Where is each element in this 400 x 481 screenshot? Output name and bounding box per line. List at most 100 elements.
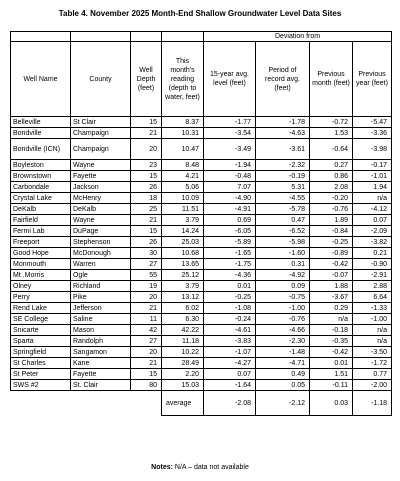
cell-prev-month: -0.84: [309, 225, 353, 237]
cell-prev-year: -0.90: [351, 258, 393, 270]
cell-15yr-avg: -4.61: [203, 324, 256, 336]
cell-prev-month: 1.51: [309, 368, 353, 380]
cell-reading: 2.20: [161, 368, 204, 380]
cell-prev-year: 1.94: [351, 181, 393, 193]
cell-reading: 42.22: [161, 324, 204, 336]
cell-prev-year: -3.50: [351, 346, 393, 358]
cell-prev-year: -5.47: [351, 116, 393, 128]
table-row: Fairfield Wayne 21 3.79 0.69 0.47 1.89 0.07: [10, 214, 393, 226]
table-row: Brownstown Fayette 15 4.21 -0.48 -0.19 0.86 -1.…: [10, 170, 393, 182]
cell-prev-month: -0.11: [309, 379, 353, 391]
cell-county: Ogle: [70, 269, 131, 281]
groundwater-table: Deviation from Well Name County Well Dep…: [10, 31, 393, 416]
cell-period-avg: 0.05: [255, 379, 310, 391]
cell-15yr-avg: -1.07: [203, 346, 256, 358]
cell-15yr-avg: 0.07: [203, 368, 256, 380]
col-header-prev-month: Previous month (feet): [309, 41, 353, 117]
cell-well-name: SWS #2: [10, 379, 71, 391]
cell-prev-month: -0.64: [309, 138, 353, 160]
cell-county: DuPage: [70, 225, 131, 237]
cell-reading: 11.18: [161, 335, 204, 347]
cell-15yr-avg: -4.36: [203, 269, 256, 281]
cell-period-avg: -4.66: [255, 324, 310, 336]
cell-15yr-avg: -0.48: [203, 170, 256, 182]
cell-well-name: Rend Lake: [10, 302, 71, 314]
cell-well-name: St Peter: [10, 368, 71, 380]
cell-county: Wayne: [70, 214, 131, 226]
cell-well-name: Mt .Morris: [10, 269, 71, 281]
cell-county: Warren: [70, 258, 131, 270]
cell-period-avg: 0.31: [255, 258, 310, 270]
cell-prev-year: -3.36: [351, 127, 393, 139]
table-row: Monmouth Warren 27 13.65 -1.75 0.31 -0.42 -0.90: [10, 258, 393, 270]
table-row: DeKalb DeKalb 25 11.51 -4.91 -5.78 -0.76 -4.12: [10, 203, 393, 215]
table-row: SWS #2 St. Clair 80 15.03 -1.64 0.05 -0.11 -2.0…: [10, 379, 393, 391]
cell-period-avg: -5.98: [255, 236, 310, 248]
cell-well-depth: 27: [130, 335, 162, 347]
cell-county: Champaign: [70, 127, 131, 139]
cell-period-avg: -4.92: [255, 269, 310, 281]
cell-prev-month: -0.42: [309, 258, 353, 270]
cell-15yr-avg: -1.64: [203, 379, 256, 391]
cell-15yr-avg: -5.89: [203, 236, 256, 248]
cell-period-avg: -1.48: [255, 346, 310, 358]
cell-reading: 13.12: [161, 291, 204, 303]
cell-well-name: Freeport: [10, 236, 71, 248]
cell-prev-month: 0.86: [309, 170, 353, 182]
cell-reading: 6.30: [161, 313, 204, 325]
cell-well-depth: 30: [130, 247, 162, 259]
cell-reading: 6.02: [161, 302, 204, 314]
cell-well-name: Springfield: [10, 346, 71, 358]
cell-reading: 15.03: [161, 379, 204, 391]
cell-well-name: Belleville: [10, 116, 71, 128]
cell-period-avg: -2.32: [255, 159, 310, 171]
header-blank: [130, 31, 162, 42]
cell-well-depth: 42: [130, 324, 162, 336]
cell-prev-year: 0.21: [351, 247, 393, 259]
cell-well-name: Fairfield: [10, 214, 71, 226]
cell-well-depth: 23: [130, 159, 162, 171]
table-body: Belleville St Clair 15 8.37 -1.77 -1.78 -0.72-…: [10, 116, 393, 391]
cell-well-depth: 21: [130, 127, 162, 139]
cell-prev-year: -1.72: [351, 357, 393, 369]
table-row: Olney Richland 19 3.79 0.01 0.09 1.88 2.88: [10, 280, 393, 292]
cell-county: Jackson: [70, 181, 131, 193]
cell-well-name: Sparta: [10, 335, 71, 347]
cell-prev-year: n/a: [351, 335, 393, 347]
cell-15yr-avg: -0.25: [203, 291, 256, 303]
cell-prev-month: -0.07: [309, 269, 353, 281]
cell-period-avg: -0.75: [255, 291, 310, 303]
cell-15yr-avg: -0.24: [203, 313, 256, 325]
cell-period-avg: -4.71: [255, 357, 310, 369]
cell-prev-month: 0.29: [309, 302, 353, 314]
cell-well-name: Boyleston: [10, 159, 71, 171]
cell-15yr-avg: -1.77: [203, 116, 256, 128]
cell-prev-month: -3.67: [309, 291, 353, 303]
cell-well-depth: 26: [130, 181, 162, 193]
cell-well-name: SE College: [10, 313, 71, 325]
table-row: Crystal Lake McHenry 18 10.09 -4.90 -4.55 -0.2…: [10, 192, 393, 204]
cell-prev-month: -0.72: [309, 116, 353, 128]
cell-county: Fayette: [70, 170, 131, 182]
cell-prev-month: -0.35: [309, 335, 353, 347]
table-row: Belleville St Clair 15 8.37 -1.77 -1.78 -0.72-…: [10, 116, 393, 128]
table-row: Rend Lake Jefferson 21 6.02 -1.08 -1.00 0.29 -1…: [10, 302, 393, 314]
cell-prev-year: -1.33: [351, 302, 393, 314]
cell-county: Randolph: [70, 335, 131, 347]
average-blank: [131, 391, 162, 416]
cell-prev-month: -0.89: [309, 247, 353, 259]
table-row: Perry Pike 20 13.12 -0.25 -0.75 -3.67 6.64: [10, 291, 393, 303]
cell-period-avg: -1.60: [255, 247, 310, 259]
table-row: Carbondale Jackson 26 5.06 7.07 5.31 2.08 1.94: [10, 181, 393, 193]
cell-well-depth: 25: [130, 203, 162, 215]
cell-well-depth: 27: [130, 258, 162, 270]
table-row: Fermi Lab DuPage 15 14.24 -6.05 -6.52 -0.84 -2.…: [10, 225, 393, 237]
cell-well-name: Brownstown: [10, 170, 71, 182]
cell-county: Champaign: [70, 138, 131, 160]
cell-county: Saline: [70, 313, 131, 325]
cell-period-avg: 0.49: [255, 368, 310, 380]
cell-well-name: Bondville: [10, 127, 71, 139]
average-prev-year: -1.18: [351, 390, 393, 416]
cell-reading: 25.12: [161, 269, 204, 281]
